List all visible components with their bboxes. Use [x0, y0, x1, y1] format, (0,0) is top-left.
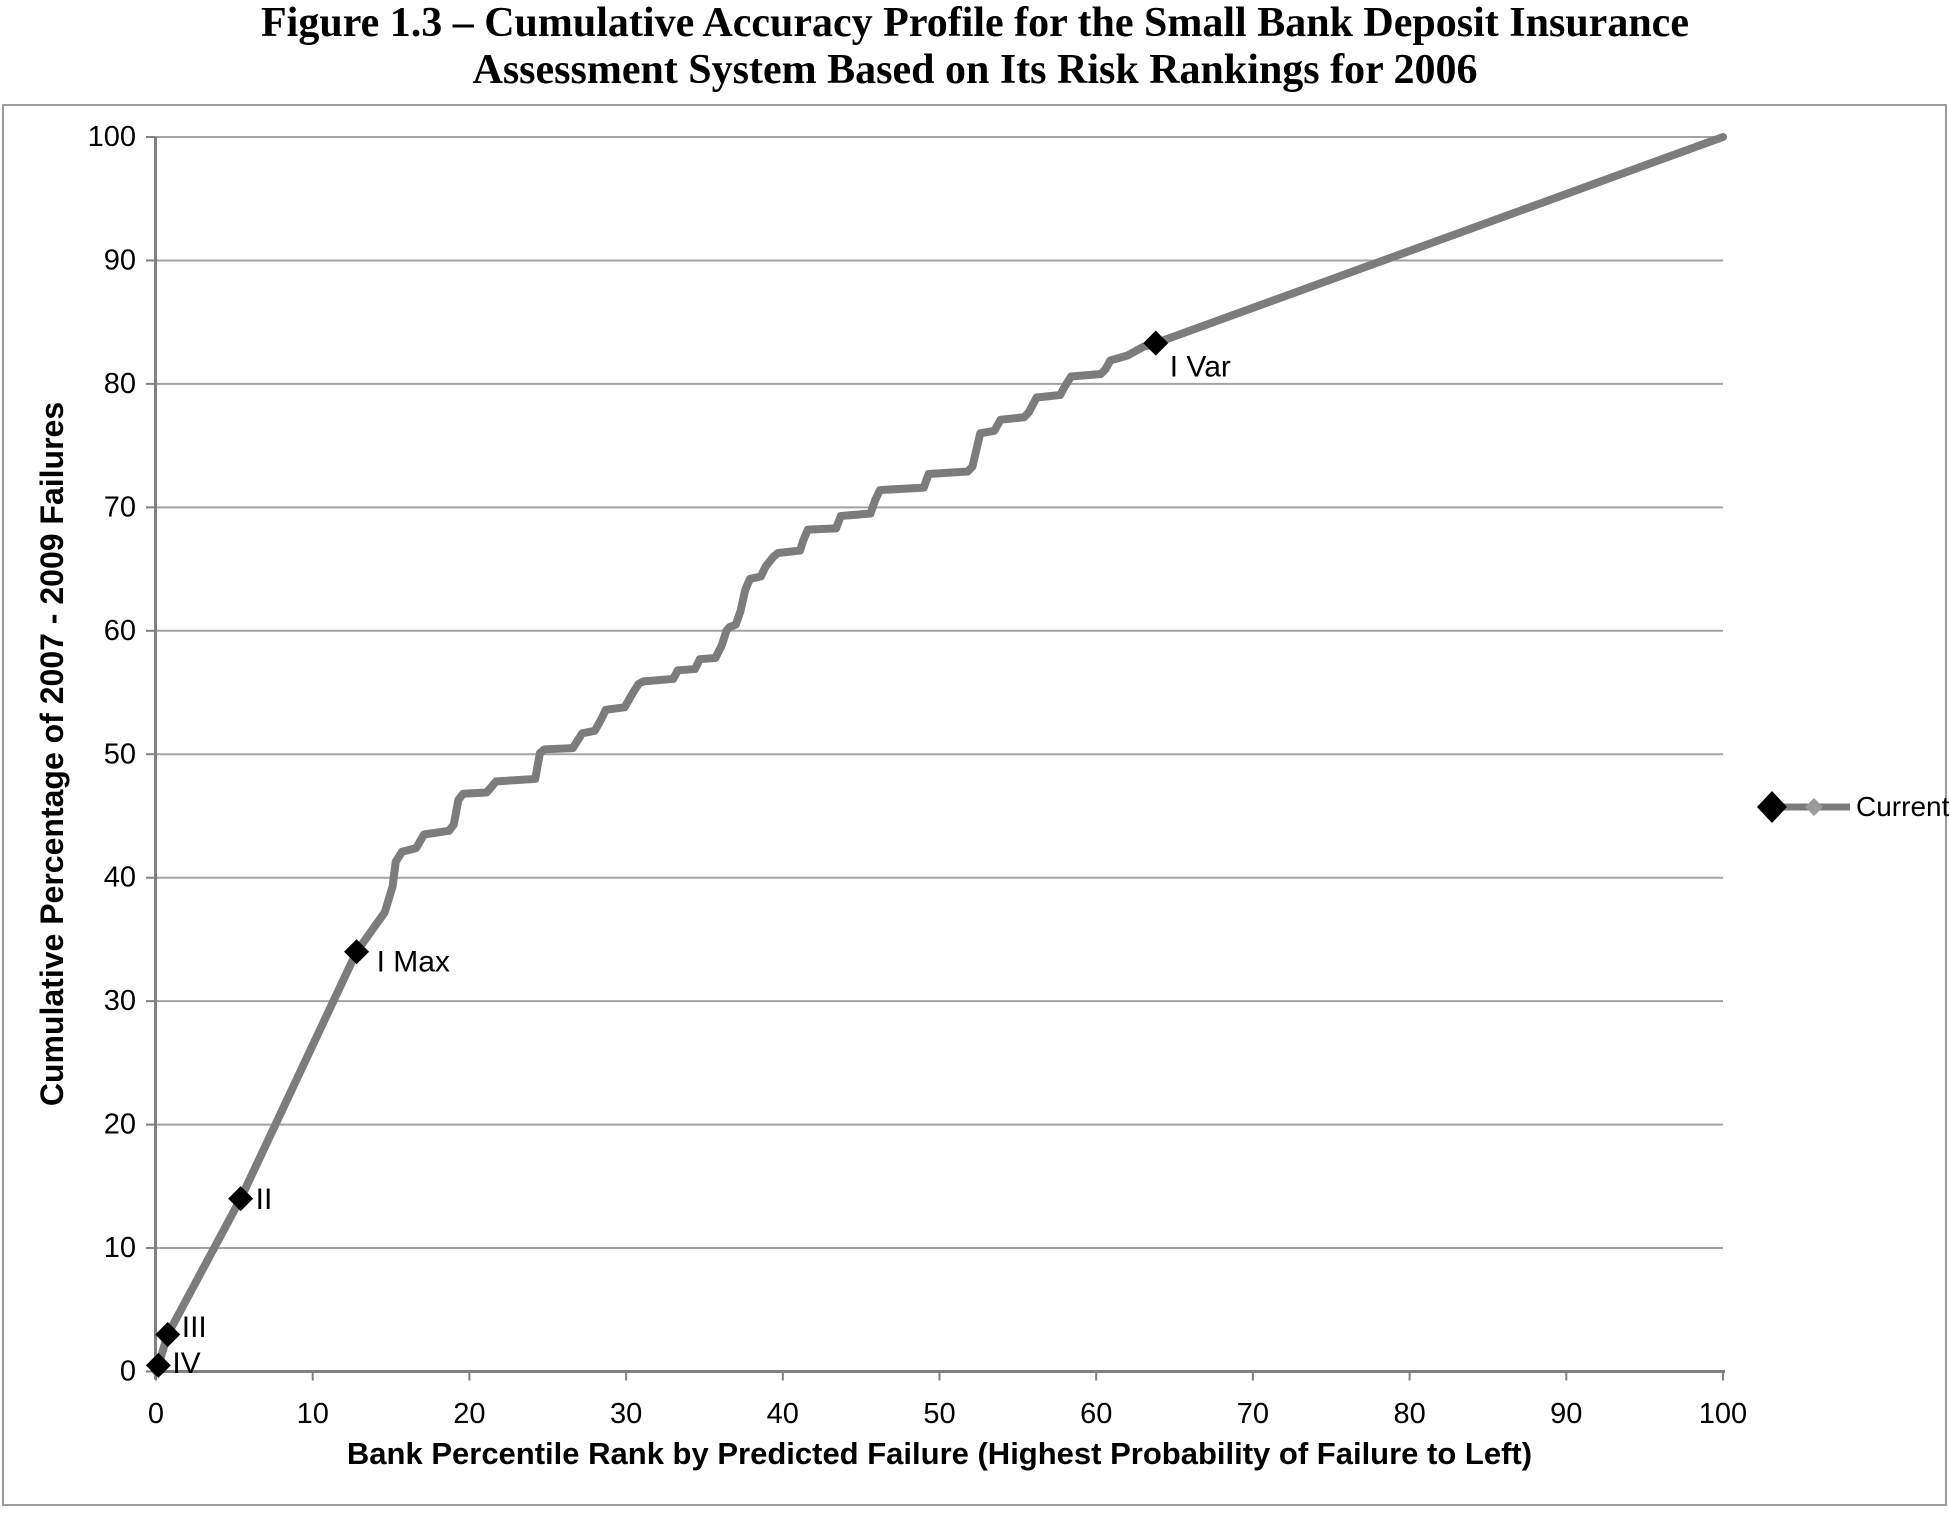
legend: Current: [1756, 785, 1949, 829]
y-tick-label-0: 0: [120, 1356, 136, 1388]
series-line-current: [152, 133, 1727, 1376]
legend-diamond-icon: [1757, 791, 1787, 823]
x-tick-label-0: 0: [148, 1398, 164, 1430]
chart-title: Figure 1.3 – Cumulative Accuracy Profile…: [0, 0, 1950, 94]
y-tick-label-90: 90: [104, 244, 136, 276]
y-axis-title: Cumulative Percentage of 2007 - 2009 Fai…: [34, 401, 70, 1107]
marker-diamond-IV: [145, 1352, 171, 1378]
marker-label-III: III: [182, 1311, 207, 1344]
marker-label-I-Var: I Var: [1170, 351, 1231, 384]
x-tick-label-50: 50: [923, 1398, 955, 1430]
x-tick-label-70: 70: [1237, 1398, 1269, 1430]
legend-marker-icon: [1757, 791, 1850, 823]
marker-label-II: II: [256, 1183, 273, 1216]
marker-diamond-II: [228, 1186, 254, 1212]
x-tick-label-60: 60: [1080, 1398, 1112, 1430]
y-tick-label-60: 60: [104, 615, 136, 647]
y-tick-label-30: 30: [104, 985, 136, 1017]
marker-label-I-Max: I Max: [377, 945, 450, 978]
marker-diamond-I-Var: [1143, 330, 1169, 356]
x-tick-label-30: 30: [610, 1398, 642, 1430]
plot-area-border: [2, 104, 1947, 1506]
y-tick-label-50: 50: [104, 738, 136, 770]
chart-title-line1: Figure 1.3 – Cumulative Accuracy Profile…: [261, 0, 1689, 46]
x-tick-label-100: 100: [1699, 1398, 1747, 1430]
marker-diamond-I-Max: [344, 939, 370, 965]
x-tick-label-40: 40: [767, 1398, 799, 1430]
y-tick-label-80: 80: [104, 368, 136, 400]
x-tick-label-20: 20: [453, 1398, 485, 1430]
x-tick-label-90: 90: [1550, 1398, 1582, 1430]
x-tick-label-80: 80: [1393, 1398, 1425, 1430]
marker-label-IV: IV: [172, 1347, 200, 1380]
y-tick-label-70: 70: [104, 491, 136, 523]
legend-label: Current: [1856, 791, 1950, 822]
y-tick-label-10: 10: [104, 1232, 136, 1264]
chart-title-line2: Assessment System Based on Its Risk Rank…: [472, 47, 1478, 93]
marker-diamond-III: [155, 1321, 181, 1347]
x-tick-label-10: 10: [297, 1398, 329, 1430]
legend-small-diamond: [1805, 798, 1823, 816]
y-tick-label-20: 20: [104, 1109, 136, 1141]
x-axis-title: Bank Percentile Rank by Predicted Failur…: [346, 1436, 1533, 1471]
y-tick-label-100: 100: [88, 121, 136, 153]
y-tick-label-40: 40: [104, 862, 136, 894]
